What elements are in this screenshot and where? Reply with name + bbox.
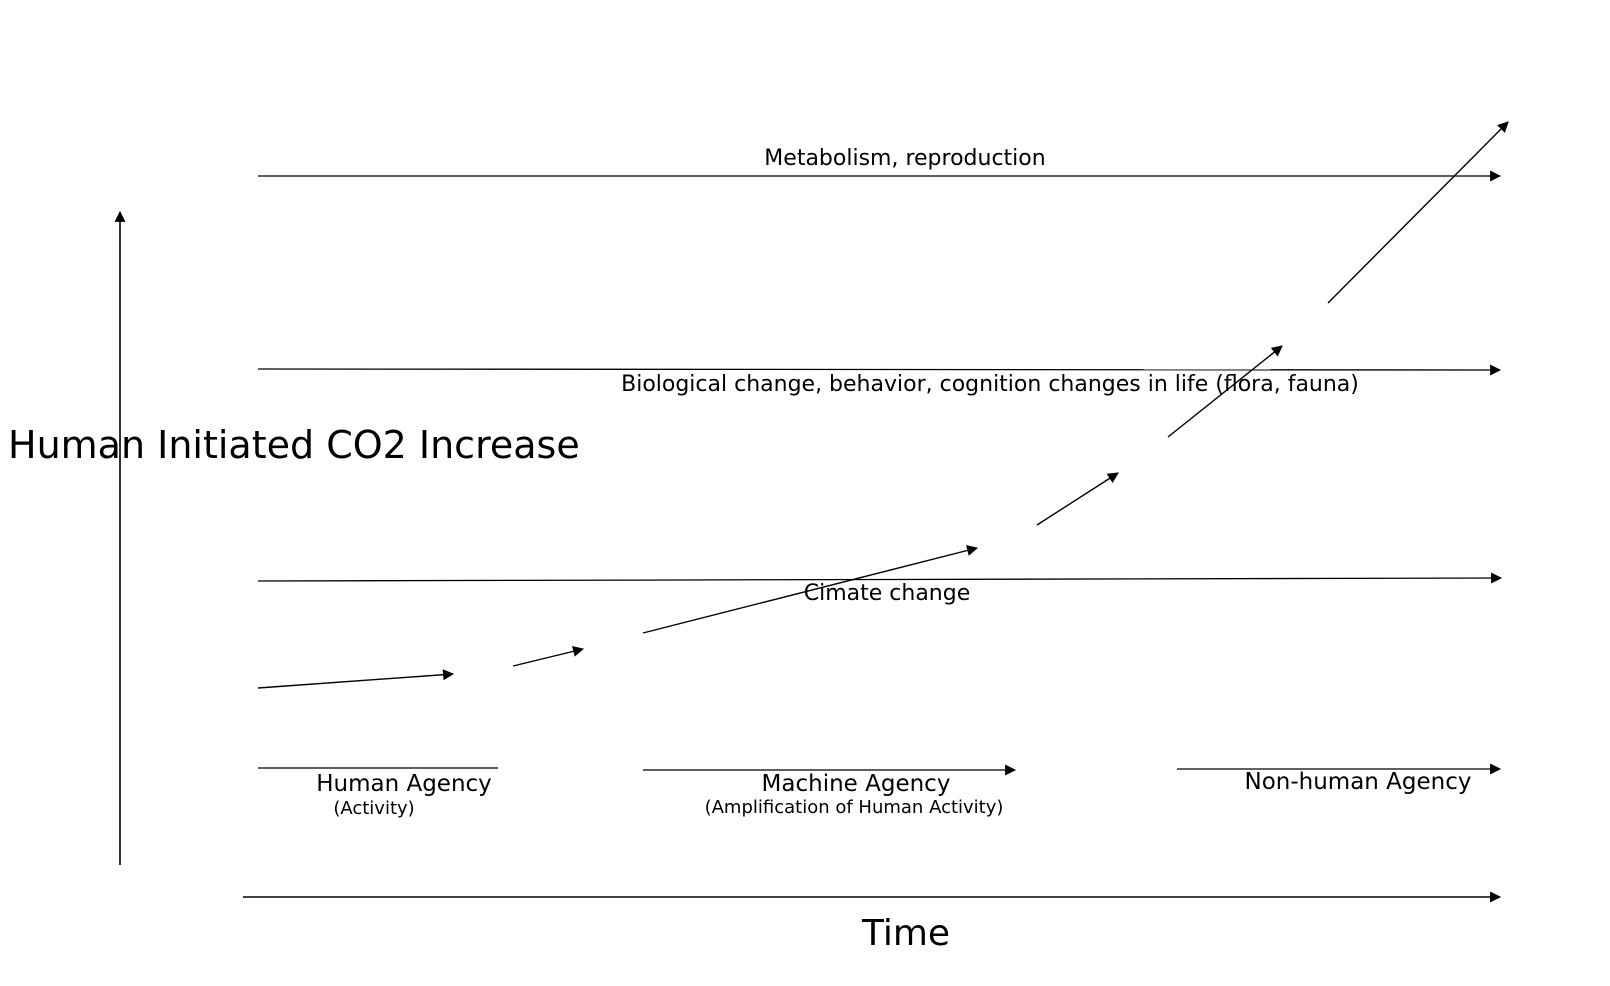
y-axis-label: Human Initiated CO2 Increase bbox=[8, 423, 580, 467]
climate-line bbox=[257, 572, 1503, 584]
non-human-agency-label: Non-human Agency bbox=[1244, 769, 1471, 795]
machine-agency-sublabel: (Amplification of Human Activity) bbox=[705, 797, 1004, 818]
agency-lines-layer bbox=[258, 763, 1502, 776]
machine-agency-label: Machine Agency bbox=[762, 771, 951, 797]
human-agency-label: Human Agency bbox=[316, 771, 492, 797]
human-agency-sublabel: (Activity) bbox=[333, 798, 414, 819]
growth-arrow-segment-4 bbox=[1036, 472, 1119, 526]
axes-layer bbox=[114, 210, 1502, 903]
biological-line bbox=[257, 364, 1502, 376]
process-lines-layer bbox=[257, 170, 1503, 584]
metabolism-line-label: Metabolism, reproduction bbox=[764, 146, 1045, 171]
growth-arrow-segment-1 bbox=[257, 669, 455, 689]
growth-arrow-segment-2 bbox=[512, 645, 585, 667]
biological-change-line-label: Biological change, behavior, cognition c… bbox=[621, 372, 1359, 397]
growth-arrow-segment-6 bbox=[1327, 121, 1509, 304]
x-axis-label: Time bbox=[861, 913, 950, 954]
growth-arrow-segment-3 bbox=[642, 545, 979, 634]
co2-growth-arrow-chain bbox=[257, 121, 1509, 689]
climate-change-line-label: Cimate change bbox=[804, 581, 971, 606]
growth-arrow-segment-5 bbox=[1167, 345, 1283, 438]
